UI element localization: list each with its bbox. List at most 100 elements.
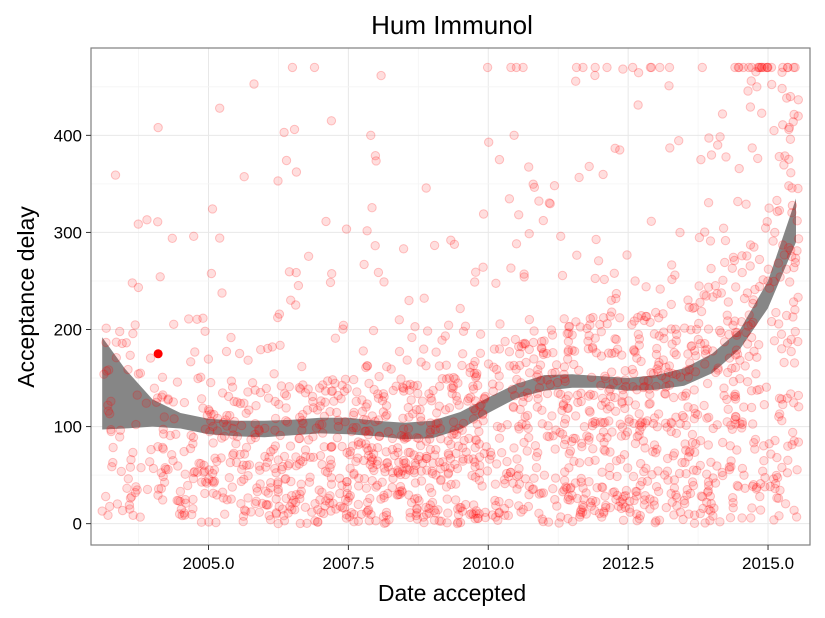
data-point bbox=[271, 509, 281, 519]
data-point bbox=[737, 251, 747, 261]
data-point bbox=[280, 474, 290, 484]
data-point bbox=[237, 464, 247, 475]
data-point bbox=[547, 411, 557, 421]
data-point bbox=[723, 367, 733, 378]
data-point bbox=[106, 426, 116, 437]
data-point bbox=[257, 498, 267, 509]
data-point bbox=[372, 443, 383, 453]
data-point bbox=[743, 86, 753, 96]
data-point bbox=[246, 507, 256, 517]
data-point bbox=[279, 516, 290, 526]
data-point bbox=[523, 392, 533, 403]
data-point bbox=[335, 473, 345, 483]
data-point bbox=[123, 474, 134, 484]
data-point bbox=[97, 506, 107, 516]
data-point bbox=[530, 441, 541, 451]
data-point bbox=[415, 440, 426, 451]
data-point bbox=[671, 350, 681, 360]
data-point bbox=[607, 348, 617, 359]
data-point bbox=[261, 383, 271, 394]
data-point bbox=[649, 500, 659, 510]
data-point bbox=[208, 421, 218, 432]
data-point bbox=[744, 310, 754, 320]
data-point bbox=[712, 461, 722, 471]
data-point bbox=[330, 333, 341, 343]
data-point bbox=[733, 196, 743, 207]
data-point bbox=[611, 456, 622, 466]
data-point bbox=[747, 503, 757, 513]
data-point bbox=[715, 132, 725, 142]
data-point bbox=[684, 447, 694, 457]
data-point bbox=[610, 143, 620, 154]
data-point bbox=[173, 496, 184, 506]
data-point bbox=[470, 462, 480, 472]
data-point bbox=[429, 515, 440, 525]
data-point bbox=[472, 368, 482, 379]
data-point bbox=[659, 333, 669, 344]
data-point bbox=[563, 354, 573, 364]
data-point bbox=[158, 429, 169, 439]
data-point bbox=[266, 478, 276, 488]
data-point bbox=[153, 484, 164, 494]
data-point bbox=[745, 261, 755, 271]
data-point bbox=[446, 235, 456, 245]
data-point bbox=[514, 341, 524, 352]
data-point bbox=[273, 487, 283, 497]
data-point bbox=[567, 345, 577, 355]
data-point bbox=[652, 364, 662, 374]
data-point bbox=[489, 344, 500, 354]
data-point bbox=[516, 507, 526, 517]
data-point bbox=[324, 498, 335, 508]
data-point bbox=[382, 458, 392, 468]
data-point bbox=[606, 391, 616, 402]
data-point bbox=[290, 505, 300, 515]
data-point bbox=[753, 62, 763, 73]
data-point bbox=[136, 463, 146, 473]
data-point bbox=[511, 364, 521, 374]
data-point bbox=[278, 461, 288, 472]
data-point bbox=[607, 427, 617, 437]
data-point bbox=[273, 484, 283, 494]
data-point bbox=[262, 457, 273, 468]
data-point bbox=[239, 172, 249, 182]
data-point bbox=[405, 512, 415, 523]
data-point bbox=[477, 410, 488, 420]
data-point bbox=[555, 427, 565, 438]
data-point bbox=[327, 269, 337, 279]
data-point bbox=[743, 321, 753, 331]
data-point bbox=[207, 204, 218, 214]
data-point bbox=[571, 317, 581, 327]
data-point bbox=[542, 375, 552, 385]
data-point bbox=[653, 409, 664, 419]
data-point bbox=[159, 477, 170, 487]
data-point bbox=[470, 457, 480, 467]
data-point bbox=[778, 62, 788, 73]
data-point bbox=[163, 464, 173, 475]
data-point bbox=[326, 473, 337, 483]
data-point bbox=[367, 411, 377, 421]
data-point bbox=[681, 388, 691, 398]
data-point bbox=[277, 504, 288, 514]
data-point bbox=[671, 428, 682, 438]
data-point bbox=[684, 302, 694, 312]
data-point bbox=[790, 62, 800, 73]
data-point bbox=[591, 234, 601, 245]
data-point bbox=[735, 374, 745, 384]
data-point bbox=[634, 420, 645, 430]
data-point bbox=[196, 459, 206, 469]
data-point bbox=[451, 391, 461, 401]
data-point bbox=[200, 488, 210, 499]
data-point bbox=[788, 117, 798, 127]
data-point bbox=[479, 448, 489, 459]
data-point bbox=[746, 76, 756, 86]
data-point bbox=[751, 484, 762, 494]
data-point bbox=[475, 348, 486, 358]
data-point bbox=[752, 82, 762, 92]
data-point bbox=[605, 311, 615, 321]
data-point bbox=[125, 350, 135, 360]
data-point bbox=[726, 456, 736, 466]
data-point bbox=[779, 160, 789, 170]
data-point bbox=[157, 372, 168, 382]
data-point bbox=[529, 326, 539, 336]
data-point bbox=[702, 413, 712, 423]
